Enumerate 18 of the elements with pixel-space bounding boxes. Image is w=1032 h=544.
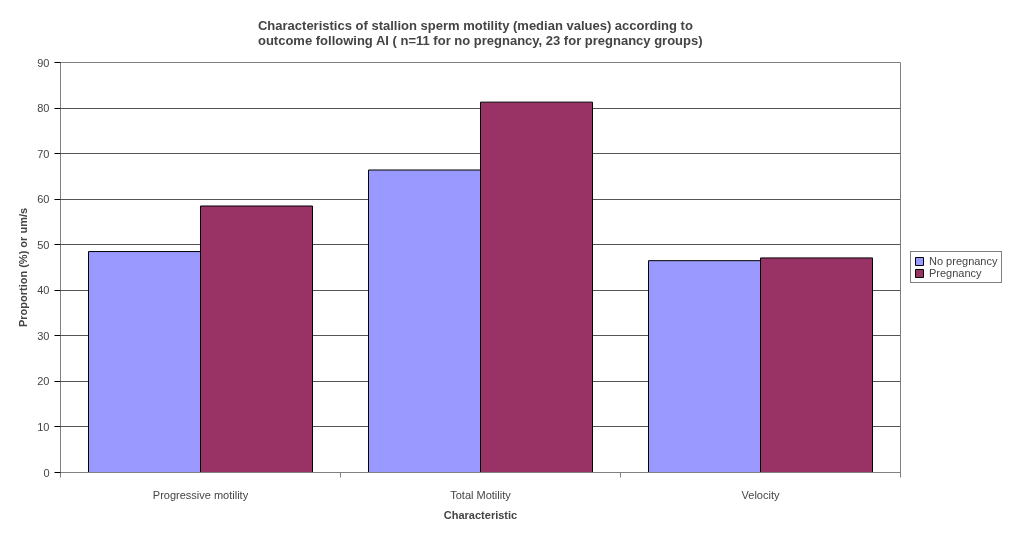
x-axis-title: Characteristic — [443, 508, 518, 521]
y-axis-title: Proportion (%) or um/s — [17, 207, 30, 328]
x-tick-label: Velocity — [741, 488, 780, 501]
chart-title: Characteristics of stallion sperm motility (median values) according to outcome following AI ( n=11 for no pregnancy, 23 for pregnancy groups) — [257, 17, 703, 48]
y-tick-label: 60 — [37, 193, 50, 206]
y-tick-label: 20 — [37, 375, 50, 388]
legend-label: No pregnancy — [929, 255, 998, 267]
y-tick-label: 50 — [37, 238, 50, 251]
y-tick-label: 90 — [37, 56, 50, 69]
y-tick-label: 30 — [37, 329, 50, 342]
y-tick-label: 10 — [37, 420, 50, 433]
y-tick-label: 40 — [37, 284, 50, 297]
y-tick-label: 70 — [37, 147, 50, 160]
y-tick-label: 0 — [43, 466, 50, 479]
legend-label: Pregnancy — [929, 267, 982, 279]
x-tick-label: Total Motility — [450, 488, 512, 501]
y-tick-label: 80 — [37, 102, 50, 115]
x-tick-label: Progressive motility — [152, 488, 249, 501]
